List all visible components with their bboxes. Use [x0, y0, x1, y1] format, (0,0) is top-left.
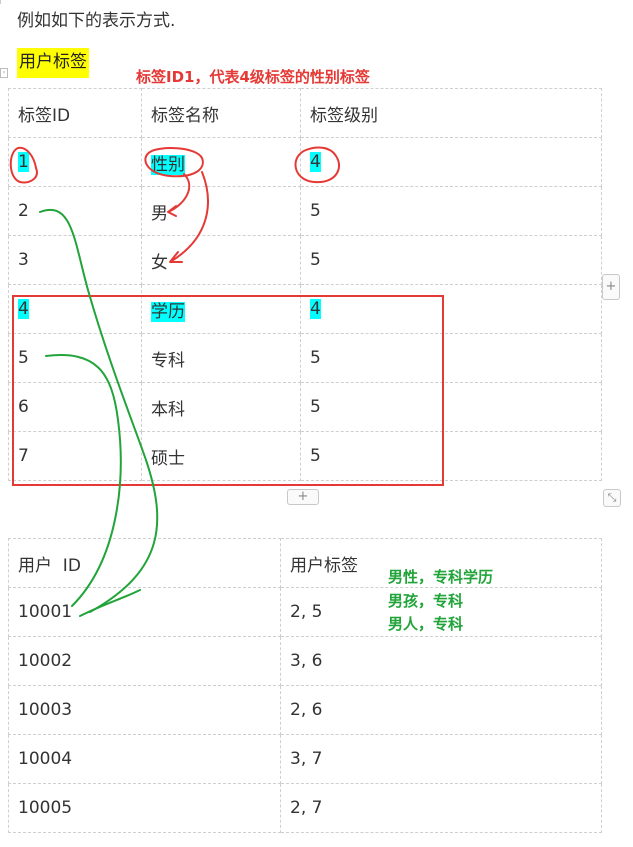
table-header-row: 用户 ID 用户标签 — [8, 538, 602, 588]
table-row: 4 学历 4 — [8, 284, 602, 334]
table-cell[interactable]: 5 — [300, 382, 602, 432]
header-cell[interactable]: 标签ID — [8, 88, 142, 138]
table-cell[interactable]: 3, 6 — [280, 636, 602, 686]
tag-table: 标签ID 标签名称 标签级别 1 性别 4 2 男 5 3 女 5 4 学历 4… — [8, 88, 602, 481]
table-cell[interactable]: 5 — [300, 186, 602, 236]
intro-text: 例如如下的表示方式. — [17, 11, 176, 31]
table-header-row: 标签ID 标签名称 标签级别 — [8, 88, 602, 138]
table-row: 2 男 5 — [8, 186, 602, 236]
cell-text: 学历 — [151, 301, 185, 322]
table-row: 7 硕士 5 — [8, 431, 602, 481]
table-cell[interactable]: 6 — [8, 382, 142, 432]
header-cell[interactable]: 标签名称 — [141, 88, 301, 138]
table-cell[interactable]: 10005 — [8, 783, 281, 833]
table-cell[interactable]: 10002 — [8, 636, 281, 686]
table-cell[interactable]: 4 — [300, 137, 602, 187]
table-cell[interactable]: 5 — [300, 431, 602, 481]
table-row: 6 本科 5 — [8, 382, 602, 432]
table-row: 10003 2, 6 — [8, 685, 602, 735]
cell-text: 4 — [310, 299, 321, 319]
table-row: 10002 3, 6 — [8, 636, 602, 686]
cell-text: 4 — [18, 299, 29, 319]
cursor-mark — [0, 0, 5, 4]
table-cell[interactable]: 3 — [8, 235, 142, 285]
table-cell[interactable]: 4 — [300, 284, 602, 334]
cell-text: 4 — [310, 152, 321, 172]
table-cell[interactable]: 10003 — [8, 685, 281, 735]
table-cell[interactable]: 2, 5 — [280, 587, 602, 637]
table-cell[interactable]: 7 — [8, 431, 142, 481]
annotation-green-line: 男人，专科 — [388, 615, 464, 633]
table-cell[interactable]: 2, 6 — [280, 685, 602, 735]
table-cell[interactable]: 本科 — [141, 382, 301, 432]
table-row: 5 专科 5 — [8, 333, 602, 383]
table-cell[interactable]: 硕士 — [141, 431, 301, 481]
heading-user-tags: 用户标签 — [17, 48, 89, 78]
table-row: 1 性别 4 — [8, 137, 602, 187]
resize-table-icon[interactable]: ⤡ — [603, 489, 621, 507]
table-cell[interactable]: 女 — [141, 235, 301, 285]
header-cell[interactable]: 标签级别 — [300, 88, 602, 138]
table-handle-icon[interactable]: › — [0, 68, 8, 78]
table-row: 10001 2, 5 — [8, 587, 602, 637]
annotation-red: 标签ID1，代表4级标签的性别标签 — [136, 68, 370, 86]
table-cell[interactable]: 2 — [8, 186, 142, 236]
table-cell[interactable]: 男 — [141, 186, 301, 236]
table-cell[interactable]: 学历 — [141, 284, 301, 334]
table-cell[interactable]: 专科 — [141, 333, 301, 383]
table-cell[interactable]: 5 — [300, 333, 602, 383]
table-row: 10004 3, 7 — [8, 734, 602, 784]
cell-text: 性别 — [151, 154, 185, 175]
table-cell[interactable]: 4 — [8, 284, 142, 334]
table-cell[interactable]: 性别 — [141, 137, 301, 187]
table-cell[interactable]: 5 — [300, 235, 602, 285]
add-row-button[interactable]: + — [287, 489, 319, 505]
user-table: 用户 ID 用户标签 10001 2, 5 10002 3, 6 10003 2… — [8, 538, 602, 833]
table-cell[interactable]: 3, 7 — [280, 734, 602, 784]
table-cell[interactable]: 10001 — [8, 587, 281, 637]
table-cell[interactable]: 2, 7 — [280, 783, 602, 833]
add-column-button[interactable]: + — [602, 274, 620, 300]
table-row: 3 女 5 — [8, 235, 602, 285]
table-row: 10005 2, 7 — [8, 783, 602, 833]
annotation-green-line: 男孩，专科 — [388, 592, 464, 610]
table-cell[interactable]: 5 — [8, 333, 142, 383]
header-cell[interactable]: 用户 ID — [8, 538, 281, 588]
table-cell[interactable]: 10004 — [8, 734, 281, 784]
table-cell[interactable]: 1 — [8, 137, 142, 187]
annotation-green-line: 男性，专科学历 — [388, 568, 494, 586]
cell-text: 1 — [18, 152, 29, 172]
